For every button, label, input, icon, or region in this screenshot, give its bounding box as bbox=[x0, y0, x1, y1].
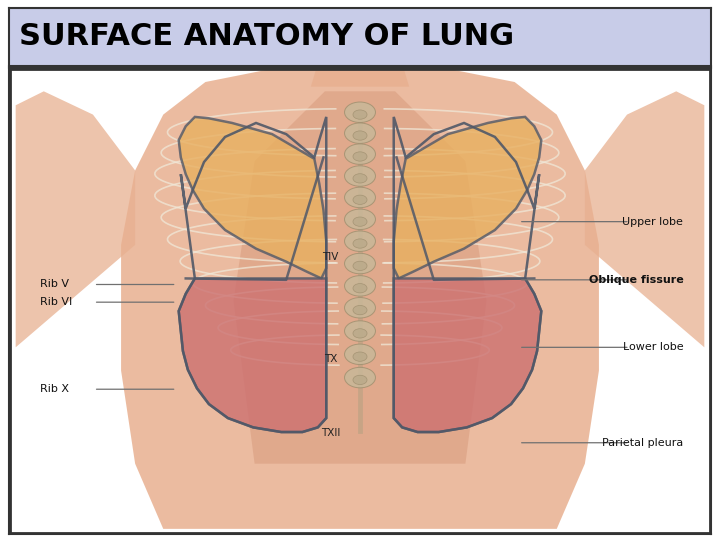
Text: Rib X: Rib X bbox=[40, 384, 69, 394]
Polygon shape bbox=[121, 63, 599, 529]
Polygon shape bbox=[233, 91, 487, 464]
Circle shape bbox=[345, 144, 375, 164]
Text: Rib VI: Rib VI bbox=[40, 297, 73, 307]
Circle shape bbox=[353, 375, 367, 384]
Circle shape bbox=[353, 131, 367, 140]
Circle shape bbox=[345, 298, 375, 318]
Text: SURFACE ANATOMY OF LUNG: SURFACE ANATOMY OF LUNG bbox=[19, 22, 514, 51]
Text: TX: TX bbox=[324, 354, 337, 364]
Circle shape bbox=[345, 102, 375, 123]
Polygon shape bbox=[394, 117, 541, 279]
Circle shape bbox=[345, 367, 375, 388]
Text: Parietal pleura: Parietal pleura bbox=[602, 438, 683, 448]
Circle shape bbox=[345, 187, 375, 208]
Text: Rib V: Rib V bbox=[40, 280, 69, 289]
Text: Oblique fissure: Oblique fissure bbox=[588, 275, 683, 285]
Text: Lower lobe: Lower lobe bbox=[623, 342, 683, 352]
Circle shape bbox=[345, 321, 375, 341]
Polygon shape bbox=[585, 91, 704, 347]
Circle shape bbox=[353, 329, 367, 338]
Circle shape bbox=[345, 275, 375, 296]
Circle shape bbox=[353, 217, 367, 226]
Circle shape bbox=[353, 239, 367, 248]
Circle shape bbox=[353, 284, 367, 293]
Polygon shape bbox=[16, 91, 135, 347]
Circle shape bbox=[353, 261, 367, 271]
Circle shape bbox=[353, 306, 367, 315]
Circle shape bbox=[345, 209, 375, 230]
Circle shape bbox=[353, 152, 367, 161]
Circle shape bbox=[345, 253, 375, 274]
Circle shape bbox=[353, 110, 367, 119]
Polygon shape bbox=[179, 117, 326, 279]
Polygon shape bbox=[311, 63, 409, 86]
Polygon shape bbox=[394, 279, 541, 432]
Circle shape bbox=[345, 123, 375, 144]
Circle shape bbox=[345, 231, 375, 252]
Circle shape bbox=[353, 352, 367, 361]
Circle shape bbox=[353, 195, 367, 205]
Circle shape bbox=[345, 166, 375, 186]
Polygon shape bbox=[179, 279, 326, 432]
Text: TIV: TIV bbox=[323, 252, 338, 261]
Text: TXII: TXII bbox=[321, 428, 340, 438]
Circle shape bbox=[345, 344, 375, 365]
Circle shape bbox=[353, 174, 367, 183]
Text: Upper lobe: Upper lobe bbox=[622, 217, 683, 227]
